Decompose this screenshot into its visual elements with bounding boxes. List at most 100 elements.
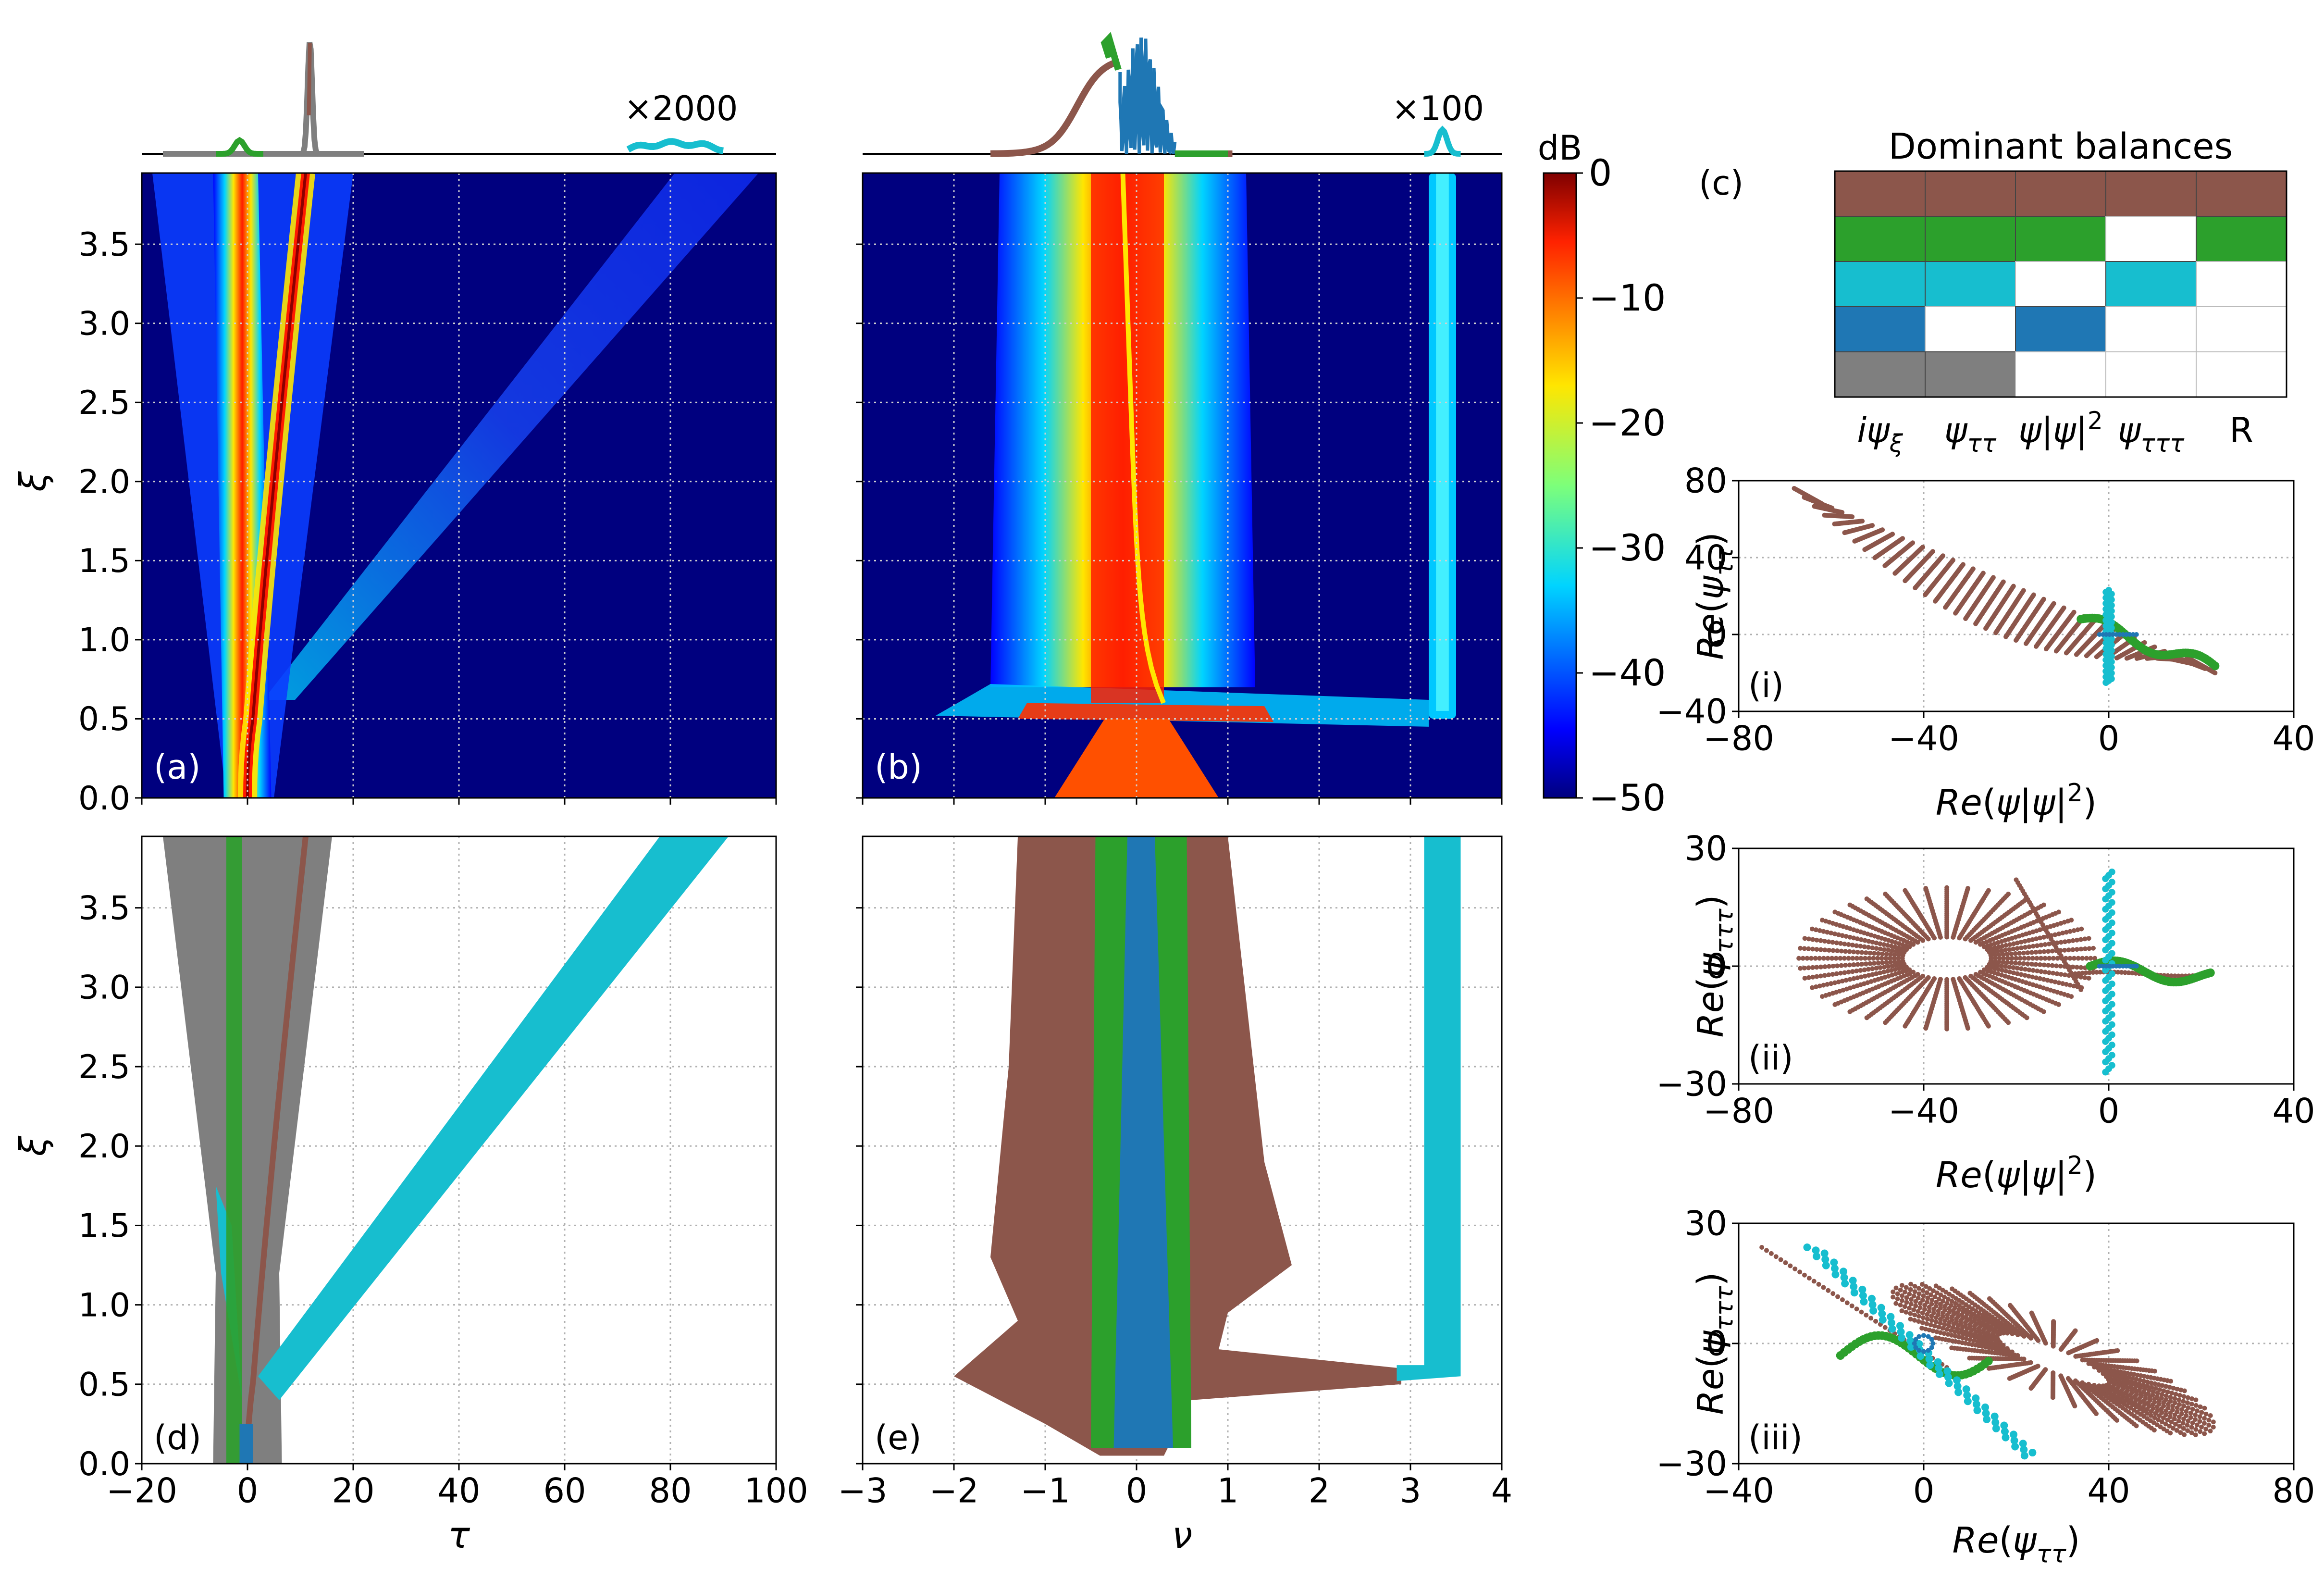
balance-cell [2105, 216, 2197, 262]
scatter-point [1806, 946, 1811, 951]
scatter-point [2025, 961, 2030, 967]
scatter-point [2163, 1393, 2169, 1398]
scatter-point [2050, 948, 2055, 954]
scatter-point [2140, 1405, 2146, 1410]
x-tick-label: −80 [1703, 1092, 1774, 1131]
scatter-point [1809, 985, 1815, 990]
x-tick-label: 3 [1400, 1471, 1422, 1511]
scatter-point [1858, 974, 1864, 980]
scatter-point [2046, 970, 2052, 975]
scatter-point [2181, 1426, 2186, 1431]
scatter-point [2108, 1042, 2115, 1049]
scatter-point [1812, 504, 1817, 509]
scatter-point [1862, 938, 1867, 943]
y-tick-label: 2.5 [78, 1048, 130, 1086]
scatter-point [2067, 956, 2073, 961]
scatter-point [2194, 1422, 2200, 1428]
scatter-point [2176, 1397, 2182, 1403]
scatter-point [1827, 947, 1832, 953]
scatter-point [1916, 1295, 1921, 1301]
scatter-point [1961, 1309, 1966, 1315]
y-tick-label: 2.0 [78, 1128, 130, 1166]
inset-b-brown-left [990, 58, 1120, 157]
scatter-point [1922, 1303, 1928, 1308]
scatter-point [1992, 959, 1998, 964]
scatter-point [2067, 982, 2073, 988]
y-tick-label: 3.5 [78, 226, 130, 264]
scatter-point [1908, 1317, 1913, 1322]
balance-cell [1834, 306, 1926, 352]
axes-frame [1738, 480, 2295, 712]
scatter-point [1854, 956, 1859, 961]
scatter-point [1929, 1337, 1934, 1342]
scatter-point [2161, 1388, 2166, 1393]
scatter-point [2079, 926, 2084, 932]
scatter-point [2013, 960, 2018, 966]
y-tick-label: 2.5 [78, 384, 130, 422]
scatter-point [1798, 945, 1803, 951]
scatter-point [2034, 975, 2039, 981]
scatter-point [1913, 585, 1918, 591]
scatter-point [1924, 1321, 1929, 1326]
scatter-point [1973, 621, 1978, 626]
scatter-point [1923, 592, 1928, 597]
scatter-point [1871, 951, 1877, 956]
scatter-point [1896, 945, 1902, 950]
scatter-point [2015, 971, 2020, 976]
scatter-point [1960, 1335, 1966, 1341]
scatter-point [1809, 926, 1815, 932]
scatter-point [2206, 1423, 2212, 1428]
scatter-point [2034, 936, 2039, 942]
scatter-point [2078, 987, 2084, 992]
scatter-point [1850, 1282, 1858, 1291]
column-label: R [2229, 410, 2253, 450]
scatter-point [1810, 974, 1816, 980]
scatter-point [1927, 1305, 1932, 1310]
brown-points [1759, 1245, 2216, 1438]
scatter-point [1999, 963, 2004, 969]
scatter-point [1908, 1297, 1914, 1302]
scatter-point [1806, 1276, 1812, 1281]
scatter-point [2203, 1411, 2209, 1417]
scatter-point [2181, 1394, 2187, 1399]
scatter-point [1986, 1342, 1991, 1347]
scatter-point [1814, 974, 1819, 979]
scatter-point [2170, 1426, 2176, 1431]
scatter-point [2152, 1415, 2157, 1420]
scatter-point [1759, 1245, 1765, 1250]
scatter-point [2169, 1419, 2174, 1425]
cyan-points [1803, 1243, 2037, 1460]
panel-label: (b) [875, 747, 922, 787]
scatter-point [2119, 1373, 2124, 1379]
scatter-point [2069, 994, 2074, 999]
scatter-point [1898, 1302, 1903, 1307]
scatter-point [1953, 1382, 1962, 1390]
scatter-point [1773, 1254, 1779, 1259]
scatter-point [1838, 941, 1843, 946]
scatter-point [1830, 948, 1836, 953]
scatter-point [2009, 960, 2014, 965]
scatter-point [1870, 939, 1875, 945]
scatter-point [1933, 598, 1938, 604]
scatter-point [2007, 1376, 2012, 1381]
scatter-point [2052, 979, 2058, 984]
scatter-point [2108, 1011, 2115, 1018]
scatter-point [1990, 1412, 1999, 1420]
scatter-point [1874, 940, 1879, 945]
panel-a: 0.0 0.5 1.0 1.5 2.0 2.5 3.0 3.5 ξ (a) [12, 172, 777, 818]
scatter-point [2168, 1430, 2173, 1436]
panel-label: (i) [1748, 666, 1784, 705]
scatter-point [1902, 1304, 1907, 1309]
scatter-point [2100, 964, 2105, 969]
scatter-point [2180, 1420, 2186, 1426]
scatter-point [2042, 970, 2048, 975]
scatter-point [1991, 1418, 2000, 1427]
scatter-point [2108, 879, 2115, 886]
scatter-point [1874, 966, 1879, 971]
scatter-point [2003, 947, 2008, 953]
scatter-point [1907, 1292, 1912, 1297]
colorbar-tick-label: −40 [1589, 651, 1666, 694]
scatter-point [1806, 936, 1811, 942]
scatter-point [1870, 945, 1875, 950]
scatter-point [2184, 1413, 2189, 1418]
